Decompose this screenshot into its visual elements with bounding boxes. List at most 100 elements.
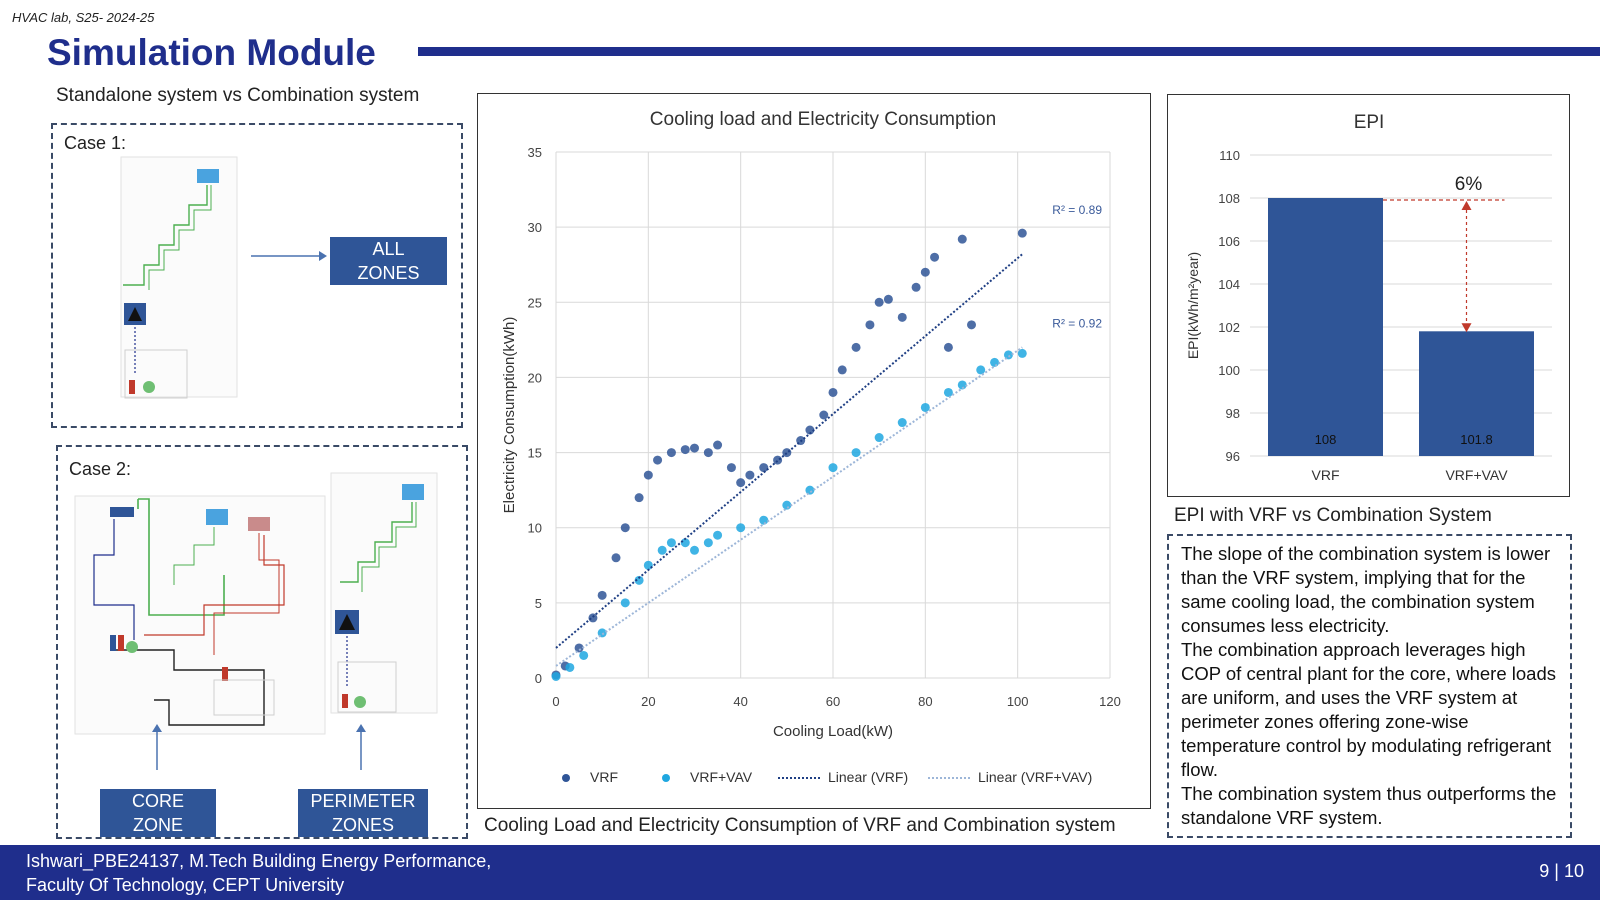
epi-y-tick-label: 96 bbox=[1226, 449, 1240, 464]
epi-category-label: VRF bbox=[1312, 467, 1340, 483]
scatter-chart-frame: Cooling load and Electricity Consumption… bbox=[477, 93, 1151, 809]
epi-annotation: 6% bbox=[1455, 174, 1483, 195]
case1-label: Case 1: bbox=[64, 133, 127, 153]
vrf-vav-point bbox=[703, 538, 713, 548]
vrf-point bbox=[773, 455, 783, 465]
vrf-point bbox=[943, 342, 953, 352]
vrf-point bbox=[967, 320, 976, 330]
epi-y-tick-label: 100 bbox=[1218, 363, 1240, 378]
vrf-point bbox=[805, 425, 815, 435]
case2-panel: Case 2: CORE ZONE bbox=[56, 445, 468, 839]
case1-schematic bbox=[120, 156, 238, 399]
case2-perimeter-schematic bbox=[330, 472, 438, 714]
y-tick-label: 10 bbox=[528, 521, 542, 536]
core-zone-line2: ZONE bbox=[132, 815, 183, 835]
epi-chart-frame: EPI 96 98 100 102 104 106 108 110 EPI(kWh/m²year)… bbox=[1167, 94, 1570, 497]
vrf-point bbox=[643, 470, 653, 480]
vrf-point bbox=[620, 523, 630, 533]
vrf-point bbox=[819, 410, 829, 420]
vrf-vav-point bbox=[874, 433, 884, 443]
vrf-point bbox=[930, 252, 940, 262]
vrf-vav-point bbox=[943, 387, 953, 397]
footer-line-1: Ishwari_PBE24137, M.Tech Building Energy… bbox=[26, 851, 492, 871]
y-tick-label: 20 bbox=[528, 370, 542, 385]
vrf-point bbox=[690, 443, 699, 453]
epi-y-tick-label: 102 bbox=[1218, 320, 1240, 335]
vrf-point bbox=[597, 590, 607, 600]
footer-line-2: Faculty Of Technology, CEPT University bbox=[26, 875, 345, 895]
vrf-vav-point bbox=[990, 357, 1000, 367]
vrf-point bbox=[874, 297, 884, 307]
explanation-para-2: The combination approach leverages high … bbox=[1181, 639, 1556, 780]
y-tick-label: 35 bbox=[528, 145, 542, 160]
legend-vrf-label: VRF bbox=[590, 769, 618, 785]
vrf-vav-point bbox=[565, 662, 575, 672]
y-axis-label: Electricity Consumption(kWh) bbox=[501, 317, 518, 514]
y-tick-label: 25 bbox=[528, 295, 542, 310]
case2-core-schematic bbox=[74, 495, 326, 735]
footer-bar: Ishwari_PBE24137, M.Tech Building Energy… bbox=[0, 845, 1600, 900]
vrf-r2-label: R² = 0.89 bbox=[1052, 203, 1102, 217]
legend-vrf-marker bbox=[562, 774, 570, 782]
vrf-point bbox=[957, 234, 967, 244]
vrf-point bbox=[666, 448, 676, 458]
vrf-point bbox=[883, 294, 893, 304]
vrf-vav-point bbox=[897, 418, 907, 428]
scatter-chart: Cooling load and Electricity Consumption… bbox=[501, 109, 1121, 785]
perimeter-zones-box: PERIMETER ZONES bbox=[298, 789, 428, 837]
vrf-point bbox=[911, 282, 921, 292]
y-tick-label: 30 bbox=[528, 220, 542, 235]
vrf-vav-point bbox=[828, 463, 838, 473]
vrf-vav-point bbox=[851, 448, 861, 458]
vrf-point bbox=[713, 440, 723, 450]
vrf-vav-point bbox=[666, 538, 676, 548]
vrf-point bbox=[680, 445, 690, 455]
perimeter-arrow bbox=[356, 724, 366, 770]
perimeter-zones-line1: PERIMETER bbox=[310, 791, 416, 811]
footer-author: Ishwari_PBE24137, M.Tech Building Energy… bbox=[26, 849, 491, 897]
epi-data-label: 108 bbox=[1315, 432, 1337, 447]
vrf-vav-point bbox=[920, 402, 930, 412]
y-tick-label: 0 bbox=[535, 671, 542, 686]
vrf-point bbox=[574, 643, 584, 653]
legend-linear-vrf-label: Linear (VRF) bbox=[828, 769, 908, 785]
epi-y-tick-label: 98 bbox=[1226, 406, 1240, 421]
vrf-vav-point bbox=[657, 545, 667, 555]
vrf-point bbox=[611, 553, 621, 563]
explanation-para-3: The combination system thus outperforms … bbox=[1181, 783, 1557, 828]
vrf-vav-point bbox=[759, 515, 769, 525]
vrf-point bbox=[828, 387, 838, 397]
vrf-point bbox=[588, 613, 598, 623]
vrf-point bbox=[759, 463, 769, 473]
page-number: 9 | 10 bbox=[1539, 861, 1584, 881]
page-subtitle: Standalone system vs Combination system bbox=[56, 85, 420, 106]
epi-chart: EPI 96 98 100 102 104 106 108 110 EPI(kWh/m²year)… bbox=[1185, 112, 1552, 483]
x-tick-label: 80 bbox=[918, 694, 932, 709]
x-tick-label: 120 bbox=[1099, 694, 1121, 709]
all-zones-line2: ZONES bbox=[357, 263, 420, 283]
vrf-point bbox=[1017, 228, 1027, 238]
epi-y-tick-label: 104 bbox=[1218, 277, 1240, 292]
epi-arrowhead-down bbox=[1461, 323, 1472, 333]
vrf-point bbox=[703, 448, 713, 458]
epi-arrowhead-up bbox=[1461, 201, 1472, 210]
vrf-vav-point bbox=[634, 575, 644, 585]
x-axis-label: Cooling Load(kW) bbox=[773, 723, 893, 740]
scatter-title: Cooling load and Electricity Consumption bbox=[650, 109, 996, 130]
title-rule bbox=[418, 47, 1600, 56]
legend-vrf-vav-label: VRF+VAV bbox=[690, 769, 753, 785]
page-title: Simulation Module bbox=[47, 32, 376, 73]
y-tick-label: 15 bbox=[528, 446, 542, 461]
vrf-point bbox=[837, 365, 847, 375]
epi-y-tick-label: 108 bbox=[1218, 191, 1240, 206]
epi-bar bbox=[1419, 331, 1534, 456]
scatter-caption: Cooling Load and Electricity Consumption… bbox=[484, 815, 1116, 836]
epi-category-label: VRF+VAV bbox=[1445, 467, 1508, 483]
vrf-vav-point bbox=[805, 485, 815, 495]
vrf-vav-point bbox=[736, 523, 746, 533]
x-tick-label: 0 bbox=[552, 694, 559, 709]
vrf-vav-point bbox=[1003, 350, 1013, 360]
vrf-point bbox=[726, 463, 736, 473]
vrf-point bbox=[897, 312, 907, 322]
vrf-point bbox=[851, 342, 861, 352]
